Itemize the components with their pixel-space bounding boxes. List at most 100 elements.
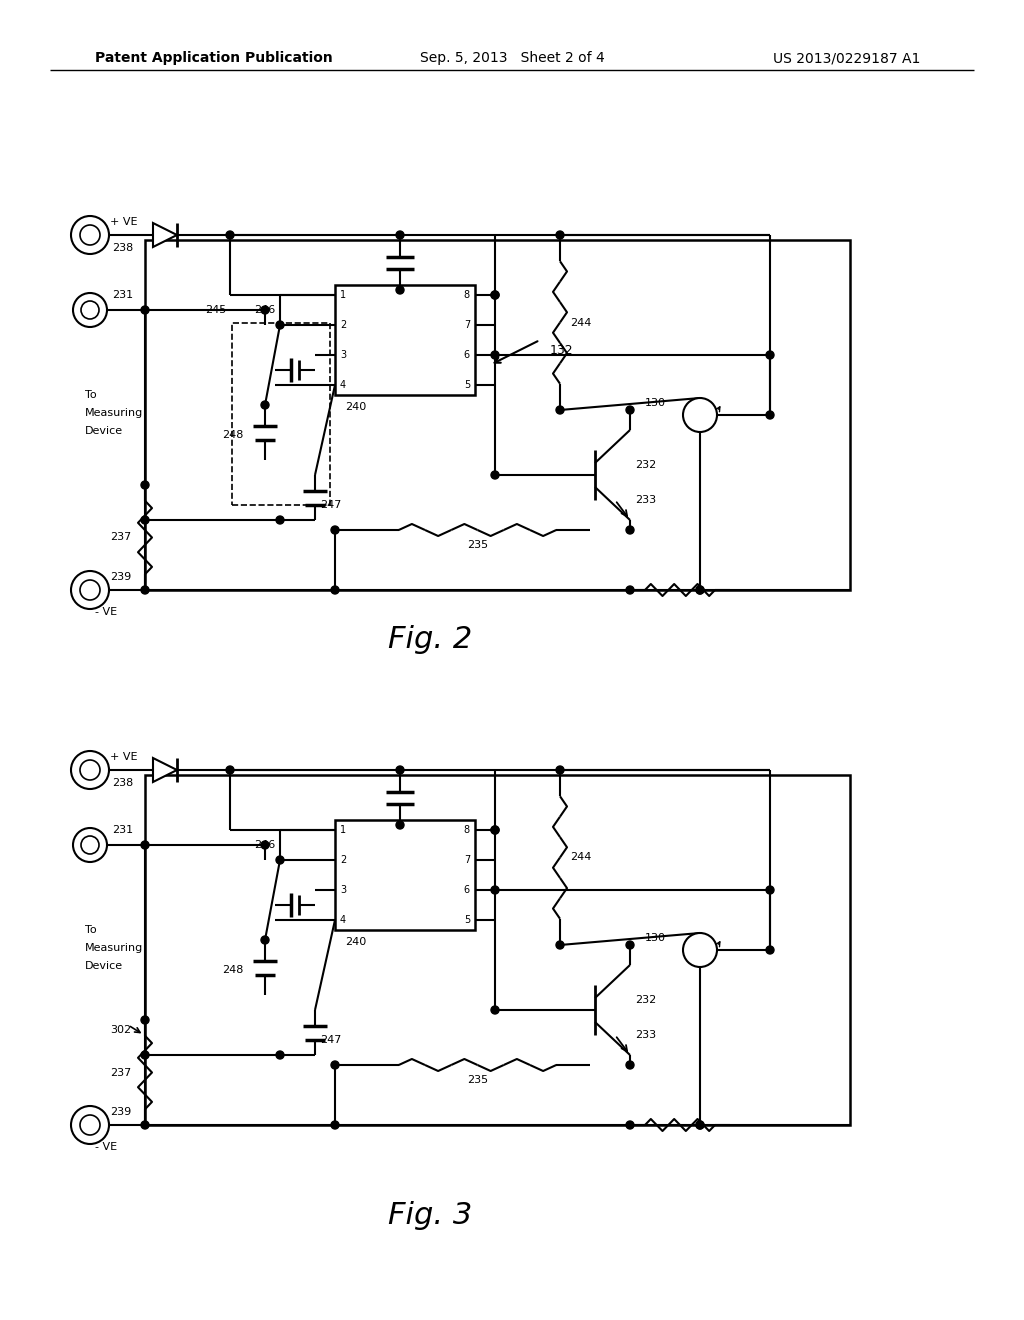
Text: 231: 231: [112, 290, 133, 300]
Text: 130: 130: [645, 399, 666, 408]
Text: 244: 244: [570, 853, 592, 862]
Circle shape: [683, 399, 717, 432]
Text: 7: 7: [464, 319, 470, 330]
Circle shape: [331, 1061, 339, 1069]
Circle shape: [766, 886, 774, 894]
Polygon shape: [153, 223, 177, 247]
Text: 231: 231: [112, 825, 133, 836]
Circle shape: [626, 407, 634, 414]
Circle shape: [276, 516, 284, 524]
Text: 302: 302: [110, 1026, 131, 1035]
Text: 132: 132: [550, 343, 573, 356]
Text: 235: 235: [467, 540, 488, 550]
Circle shape: [71, 751, 109, 789]
Circle shape: [556, 231, 564, 239]
Circle shape: [71, 1106, 109, 1144]
Circle shape: [556, 766, 564, 774]
Circle shape: [696, 586, 705, 594]
Text: 7: 7: [464, 855, 470, 865]
Circle shape: [276, 855, 284, 865]
Text: Device: Device: [85, 961, 123, 972]
Circle shape: [696, 586, 705, 594]
Circle shape: [683, 933, 717, 968]
Circle shape: [331, 1121, 339, 1129]
Text: 238: 238: [112, 243, 133, 253]
Text: - VE: - VE: [95, 607, 117, 616]
Text: Patent Application Publication: Patent Application Publication: [95, 51, 333, 65]
Text: 5: 5: [464, 915, 470, 925]
Text: 239: 239: [110, 1107, 131, 1117]
Text: Measuring: Measuring: [85, 408, 143, 418]
Circle shape: [556, 941, 564, 949]
Text: 248: 248: [222, 430, 244, 440]
Text: 4: 4: [340, 915, 346, 925]
Text: 233: 233: [635, 495, 656, 506]
Text: US 2013/0229187 A1: US 2013/0229187 A1: [773, 51, 920, 65]
Text: 237: 237: [110, 532, 131, 543]
Circle shape: [261, 841, 269, 849]
Circle shape: [396, 286, 404, 294]
Text: 6: 6: [464, 884, 470, 895]
Circle shape: [141, 841, 150, 849]
Text: + VE: + VE: [110, 216, 137, 227]
Circle shape: [626, 586, 634, 594]
Circle shape: [141, 306, 150, 314]
Bar: [145, 775, 850, 1125]
Circle shape: [226, 231, 234, 239]
Circle shape: [73, 293, 106, 327]
Text: 5: 5: [464, 380, 470, 389]
Circle shape: [626, 1061, 634, 1069]
Circle shape: [626, 1121, 634, 1129]
Circle shape: [626, 525, 634, 535]
Circle shape: [141, 586, 150, 594]
Text: 247: 247: [319, 1035, 341, 1045]
Text: 246: 246: [254, 840, 275, 850]
Bar: [232, 323, 330, 506]
Circle shape: [490, 290, 499, 300]
Text: 247: 247: [319, 500, 341, 510]
Text: 3: 3: [340, 884, 346, 895]
Text: Sep. 5, 2013   Sheet 2 of 4: Sep. 5, 2013 Sheet 2 of 4: [420, 51, 604, 65]
Text: 1: 1: [340, 825, 346, 836]
Text: Fig. 2: Fig. 2: [388, 626, 472, 655]
Text: 8: 8: [464, 290, 470, 300]
Text: 246: 246: [254, 305, 275, 315]
Circle shape: [490, 826, 499, 834]
Circle shape: [331, 525, 339, 535]
Circle shape: [396, 821, 404, 829]
Text: 244: 244: [570, 318, 592, 327]
Text: 232: 232: [635, 995, 656, 1005]
Text: 238: 238: [112, 777, 133, 788]
Bar: [335, 820, 475, 931]
Text: 8: 8: [464, 825, 470, 836]
Circle shape: [71, 572, 109, 609]
Bar: [145, 240, 850, 590]
Text: Device: Device: [85, 426, 123, 436]
Text: 130: 130: [645, 933, 666, 942]
Circle shape: [141, 1016, 150, 1024]
Circle shape: [141, 480, 150, 488]
Circle shape: [490, 290, 499, 300]
Circle shape: [556, 407, 564, 414]
Bar: [335, 285, 475, 395]
Circle shape: [261, 306, 269, 314]
Text: 4: 4: [340, 380, 346, 389]
Text: Measuring: Measuring: [85, 942, 143, 953]
Text: Fig. 3: Fig. 3: [388, 1200, 472, 1229]
Text: 233: 233: [635, 1030, 656, 1040]
Circle shape: [276, 1051, 284, 1059]
Text: 1: 1: [340, 290, 346, 300]
Text: 239: 239: [110, 572, 131, 582]
Circle shape: [331, 586, 339, 594]
Text: To: To: [85, 389, 96, 400]
Text: 237: 237: [110, 1068, 131, 1077]
Circle shape: [490, 351, 499, 359]
Circle shape: [141, 1121, 150, 1129]
Circle shape: [766, 411, 774, 418]
Circle shape: [490, 471, 499, 479]
Text: 235: 235: [467, 1074, 488, 1085]
Text: 240: 240: [345, 937, 367, 946]
Text: 2: 2: [340, 319, 346, 330]
Circle shape: [490, 826, 499, 834]
Circle shape: [696, 1121, 705, 1129]
